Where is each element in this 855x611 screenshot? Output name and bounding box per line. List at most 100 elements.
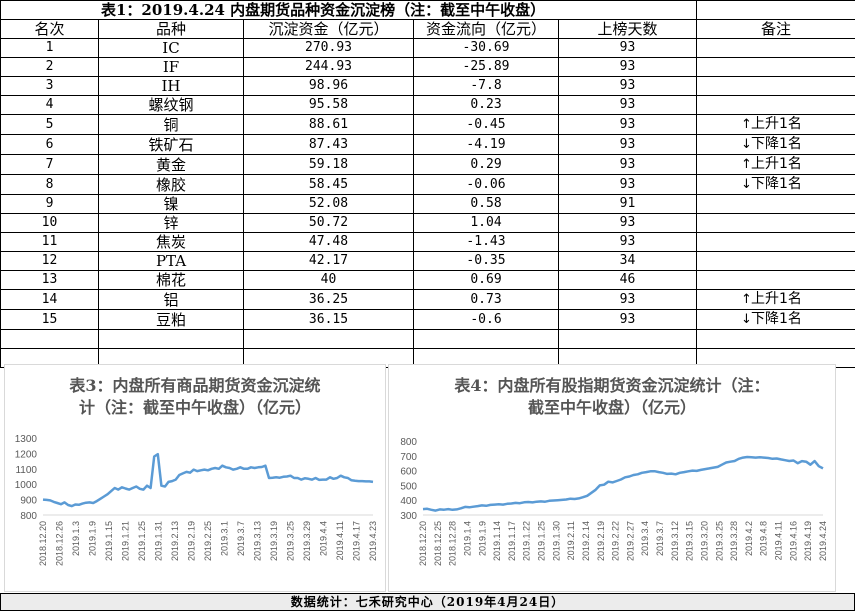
flow-cell[interactable]: -7.8 <box>413 76 559 96</box>
name-cell[interactable]: 镍 <box>98 194 244 214</box>
flow-cell[interactable]: 0.73 <box>413 289 559 310</box>
name-cell[interactable]: 螺纹钢 <box>98 95 244 115</box>
empty-cell[interactable] <box>243 329 414 349</box>
note-cell[interactable] <box>696 251 855 271</box>
name-cell[interactable]: PTA <box>98 251 244 271</box>
name-cell[interactable]: 豆粕 <box>98 309 244 330</box>
flow-cell[interactable]: -0.35 <box>413 251 559 271</box>
rank-cell[interactable]: 2 <box>0 57 99 77</box>
title-row-empty-cell[interactable] <box>696 0 855 20</box>
rank-cell[interactable]: 13 <box>0 270 99 290</box>
flow-cell[interactable]: -0.6 <box>413 309 559 330</box>
rank-cell[interactable]: 5 <box>0 114 99 135</box>
amount-cell[interactable]: 40 <box>243 270 414 290</box>
empty-cell[interactable] <box>0 329 99 349</box>
note-cell[interactable] <box>696 194 855 214</box>
amount-cell[interactable]: 36.15 <box>243 309 414 330</box>
rank-cell[interactable]: 15 <box>0 309 99 330</box>
days-cell[interactable]: 93 <box>557 95 698 115</box>
amount-cell[interactable]: 95.58 <box>243 95 414 115</box>
flow-cell[interactable]: 0.23 <box>413 95 559 115</box>
name-cell[interactable]: 铁矿石 <box>98 134 244 155</box>
amount-cell[interactable]: 244.93 <box>243 57 414 77</box>
note-cell[interactable] <box>696 95 855 115</box>
flow-cell[interactable]: -25.89 <box>413 57 559 77</box>
amount-cell[interactable]: 42.17 <box>243 251 414 271</box>
rank-cell[interactable]: 14 <box>0 289 99 310</box>
flow-cell[interactable]: -4.19 <box>413 134 559 155</box>
x-tick-label: 2019.3.19 <box>269 521 279 561</box>
note-cell[interactable]: ↑上升1名 <box>696 154 855 175</box>
flow-cell[interactable]: 0.69 <box>413 270 559 290</box>
empty-cell[interactable] <box>696 329 855 349</box>
amount-cell[interactable]: 52.08 <box>243 194 414 214</box>
flow-cell[interactable]: 0.29 <box>413 154 559 175</box>
amount-cell[interactable]: 36.25 <box>243 289 414 310</box>
name-cell[interactable]: 橡胶 <box>98 174 244 195</box>
days-cell[interactable]: 93 <box>557 309 698 330</box>
rank-cell[interactable]: 11 <box>0 232 99 252</box>
amount-cell[interactable]: 50.72 <box>243 213 414 233</box>
amount-cell[interactable]: 47.48 <box>243 232 414 252</box>
note-cell[interactable] <box>696 38 855 58</box>
rank-cell[interactable]: 10 <box>0 213 99 233</box>
days-cell[interactable]: 93 <box>557 174 698 195</box>
note-cell[interactable]: ↓下降1名 <box>696 174 855 195</box>
rank-cell[interactable]: 6 <box>0 134 99 155</box>
flow-cell[interactable]: -0.45 <box>413 114 559 135</box>
note-cell[interactable]: ↑上升1名 <box>696 289 855 310</box>
rank-cell[interactable]: 9 <box>0 194 99 214</box>
amount-cell[interactable]: 88.61 <box>243 114 414 135</box>
amount-cell[interactable]: 59.18 <box>243 154 414 175</box>
rank-cell[interactable]: 1 <box>0 38 99 58</box>
days-cell[interactable]: 93 <box>557 114 698 135</box>
days-cell[interactable]: 93 <box>557 134 698 155</box>
rank-cell[interactable]: 8 <box>0 174 99 195</box>
note-cell[interactable] <box>696 270 855 290</box>
note-cell[interactable] <box>696 76 855 96</box>
name-cell[interactable]: 焦炭 <box>98 232 244 252</box>
name-cell[interactable]: 铜 <box>98 114 244 135</box>
amount-cell[interactable]: 98.96 <box>243 76 414 96</box>
name-cell[interactable]: 铝 <box>98 289 244 310</box>
note-cell[interactable]: ↑上升1名 <box>696 114 855 135</box>
days-cell[interactable]: 93 <box>557 76 698 96</box>
name-cell[interactable]: 锌 <box>98 213 244 233</box>
flow-cell[interactable]: 1.04 <box>413 213 559 233</box>
days-cell[interactable]: 93 <box>557 38 698 58</box>
rank-cell[interactable]: 4 <box>0 95 99 115</box>
amount-cell[interactable]: 58.45 <box>243 174 414 195</box>
empty-cell[interactable] <box>98 329 244 349</box>
flow-cell[interactable]: -1.43 <box>413 232 559 252</box>
flow-cell[interactable]: -0.06 <box>413 174 559 195</box>
rank-cell[interactable]: 7 <box>0 154 99 175</box>
days-cell[interactable]: 93 <box>557 57 698 77</box>
note-cell[interactable] <box>696 213 855 233</box>
days-cell[interactable]: 93 <box>557 213 698 233</box>
days-cell[interactable]: 91 <box>557 194 698 214</box>
rank-cell[interactable]: 12 <box>0 251 99 271</box>
note-cell[interactable] <box>696 57 855 77</box>
name-cell[interactable]: 黄金 <box>98 154 244 175</box>
days-cell[interactable]: 46 <box>557 270 698 290</box>
commodity-chart-panel[interactable]: 表3：内盘所有商品期货资金沉淀统 计（注：截至中午收盘）（亿元） 800 900 1… <box>4 364 386 592</box>
index-chart-panel[interactable]: 表4：内盘所有股指期货资金沉淀统计（注： 截至中午收盘）（亿元） 300 400 5… <box>388 364 836 592</box>
days-cell[interactable]: 93 <box>557 232 698 252</box>
name-cell[interactable]: 棉花 <box>98 270 244 290</box>
empty-cell[interactable] <box>557 329 698 349</box>
name-cell[interactable]: IF <box>98 57 244 77</box>
rank-cell[interactable]: 3 <box>0 76 99 96</box>
flow-cell[interactable]: 0.58 <box>413 194 559 214</box>
amount-cell[interactable]: 87.43 <box>243 134 414 155</box>
days-cell[interactable]: 34 <box>557 251 698 271</box>
name-cell[interactable]: IH <box>98 76 244 96</box>
amount-cell[interactable]: 270.93 <box>243 38 414 58</box>
flow-cell[interactable]: -30.69 <box>413 38 559 58</box>
note-cell[interactable] <box>696 232 855 252</box>
days-cell[interactable]: 93 <box>557 289 698 310</box>
days-cell[interactable]: 93 <box>557 154 698 175</box>
empty-cell[interactable] <box>413 329 559 349</box>
note-cell[interactable]: ↓下降1名 <box>696 134 855 155</box>
note-cell[interactable]: ↓下降1名 <box>696 309 855 330</box>
name-cell[interactable]: IC <box>98 38 244 58</box>
